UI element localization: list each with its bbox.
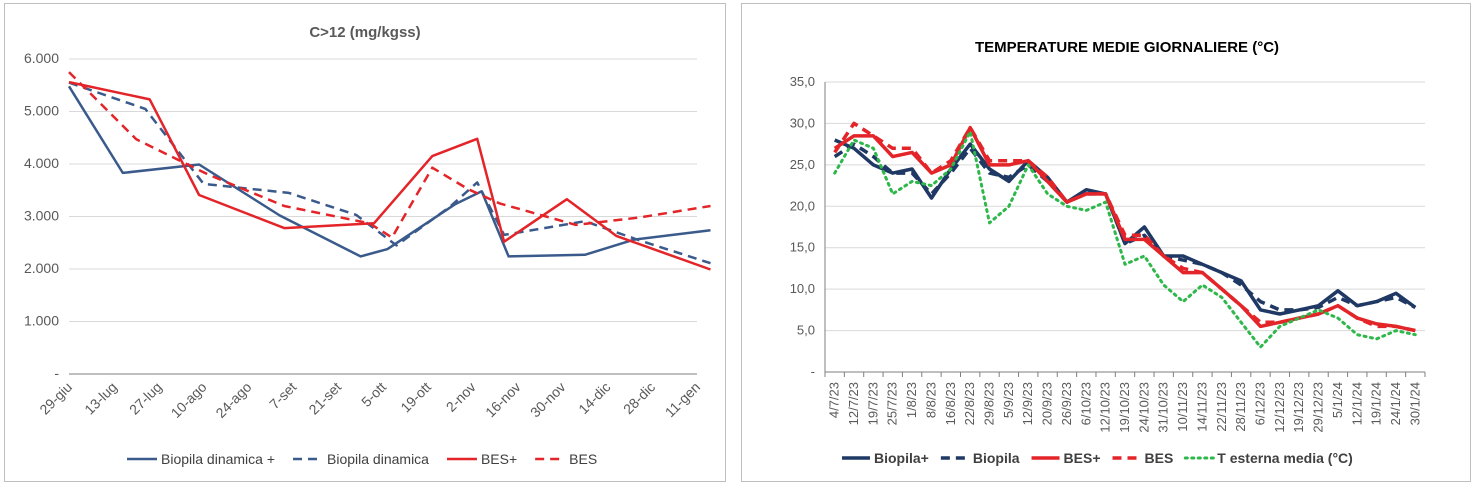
x-tick-label: 29/12/23	[1311, 382, 1326, 433]
x-tick-label: 30/1/24	[1407, 382, 1422, 425]
x-tick-label: 6/10/23	[1078, 382, 1093, 425]
x-tick-label: 12/7/23	[846, 382, 861, 425]
x-tick-label: 6/12/23	[1252, 382, 1267, 425]
y-tick-label: 10,0	[790, 281, 815, 296]
series-line-bes	[68, 71, 711, 239]
legend-item-bes: BES+	[446, 451, 517, 467]
x-tick-label: 5/1/24	[1330, 382, 1345, 418]
x-tick-label: 12/12/23	[1272, 382, 1287, 433]
x-tick-label: 19/12/23	[1291, 382, 1306, 433]
legend-item-bes: BES	[535, 451, 597, 467]
x-tick-label: 5/9/23	[1001, 382, 1016, 418]
legend-label: BES+	[481, 451, 517, 467]
legend-item-biopila-dinamica: Biopila dinamica +	[127, 451, 275, 467]
chart-panel-c12: C>12 (mg/kgss) - 1.000 2.000 3.000 4.000 5.00…	[4, 3, 726, 482]
y-tick-label: 6.000	[24, 50, 59, 66]
x-tick-label: 16/8/23	[943, 382, 958, 425]
legend-label: T esterna media (°C)	[1217, 450, 1353, 466]
legend-label: BES+	[1064, 450, 1101, 466]
y-tick-label: 1.000	[24, 313, 59, 329]
y-tick-label: -	[54, 365, 59, 381]
series-line-biopila-dinamica	[68, 81, 711, 265]
y-tick-label: 5,0	[797, 323, 815, 338]
x-tick-label: 29-giu	[36, 379, 75, 418]
x-tick-label: 22/11/23	[1214, 382, 1229, 432]
y-tick-label: 25,0	[790, 157, 815, 172]
legend-label: BES	[1145, 450, 1174, 466]
x-tick-label: 24/1/24	[1388, 382, 1403, 425]
x-tick-label: 24-ago	[212, 379, 254, 421]
x-tick-label: 14/11/23	[1194, 382, 1209, 432]
x-tick-label: 28/11/23	[1233, 382, 1248, 432]
y-tick-label: -	[811, 364, 815, 379]
series-line-t-esterna-media-c	[833, 130, 1417, 349]
legend-label: Biopila+	[874, 450, 929, 466]
x-tick-label: 5-ott	[358, 379, 389, 410]
x-tick-label: 27-lug	[126, 379, 165, 418]
x-tick-label: 30-nov	[527, 379, 569, 421]
legend-item-biopila: Biopila+	[842, 450, 929, 466]
x-tick-label: 24/10/23	[1136, 382, 1151, 433]
y-tick-label: 35,0	[790, 74, 815, 89]
x-tick-label: 10-ago	[168, 379, 210, 421]
y-tick-label: 5.000	[24, 103, 59, 119]
y-tick-label: 2.000	[24, 260, 59, 276]
y-tick-label: 20,0	[790, 198, 815, 213]
x-tick-label: 31/10/23	[1156, 382, 1171, 433]
x-tick-label: 29/8/23	[982, 382, 997, 425]
x-tick-label: 4/7/23	[827, 382, 842, 418]
legend-label: Biopila	[973, 450, 1020, 466]
legend-item-bes: BES+	[1031, 450, 1101, 466]
x-tick-label: 16-nov	[482, 379, 524, 421]
x-tick-label: 19/7/23	[865, 382, 880, 425]
legend-item-biopila-dinamica: Biopila dinamica	[293, 451, 429, 467]
x-tick-label: 11-gen	[662, 379, 703, 420]
x-tick-label: 8/8/23	[923, 382, 938, 418]
y-tick-label: 3.000	[24, 208, 59, 224]
x-tick-label: 26/9/23	[1059, 382, 1074, 425]
chart-title-c12: C>12 (mg/kgss)	[309, 24, 420, 41]
legend-item-biopila: Biopila	[940, 450, 1020, 466]
legend-label: Biopila dinamica +	[161, 451, 275, 467]
chart-c12: C>12 (mg/kgss) - 1.000 2.000 3.000 4.000 5.00…	[24, 24, 711, 467]
legend-item-bes: BES	[1112, 450, 1174, 466]
x-tick-label: 12/1/24	[1349, 382, 1364, 425]
x-tick-label: 12/9/23	[1020, 382, 1035, 425]
legend-item-t-esterna-media-c: T esterna media (°C)	[1183, 450, 1353, 466]
x-tick-label: 7-set	[266, 379, 299, 412]
x-tick-label: 21-set	[305, 379, 344, 418]
x-tick-label: 19-ott	[397, 379, 434, 416]
x-tick-label: 25/7/23	[885, 382, 900, 425]
chart-title-temperature: TEMPERATURE MEDIE GIORNALIERE (°C)	[975, 39, 1279, 56]
x-tick-label: 1/8/23	[904, 382, 919, 418]
series-line-biopila	[834, 138, 1417, 316]
y-tick-label: 4.000	[24, 155, 59, 171]
y-tick-label: 30,0	[790, 115, 815, 130]
chart-temperature: TEMPERATURE MEDIE GIORNALIERE (°C) - 5,0 1…	[790, 39, 1426, 466]
x-tick-label: 13-lug	[81, 379, 120, 418]
legend-label: BES	[569, 451, 597, 467]
x-tick-label: 19/10/23	[1117, 382, 1132, 433]
x-tick-label: 12/10/23	[1098, 382, 1113, 433]
x-tick-label: 2-nov	[443, 379, 479, 415]
x-tick-label: 28-dic	[620, 379, 658, 417]
series-line-biopila	[833, 142, 1417, 312]
x-tick-label: 10/11/23	[1175, 382, 1190, 432]
series-line-bes	[833, 121, 1416, 333]
chart-panel-temperature: TEMPERATURE MEDIE GIORNALIERE (°C) - 5,0 1…	[741, 3, 1471, 482]
legend-label: Biopila dinamica	[327, 451, 429, 467]
y-tick-label: 15,0	[790, 240, 815, 255]
series-line-bes	[68, 80, 711, 271]
x-tick-label: 20/9/23	[1040, 382, 1055, 425]
x-tick-label: 22/8/23	[962, 382, 977, 425]
x-tick-label: 14-dic	[575, 379, 613, 417]
x-tick-label: 19/1/24	[1369, 382, 1384, 425]
